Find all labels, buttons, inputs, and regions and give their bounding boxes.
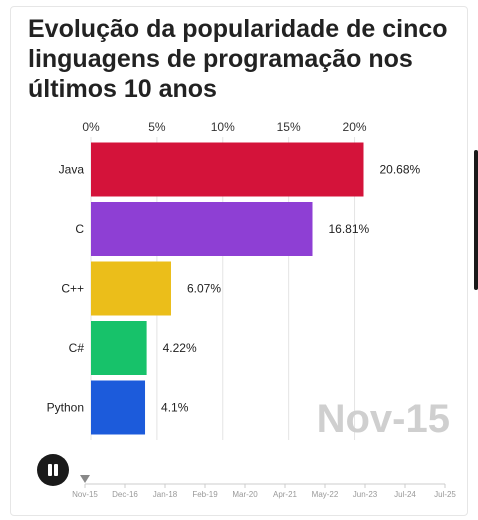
chart-title: Evolução da popularidade de cinco lingua… bbox=[28, 15, 448, 103]
x-tick-label: 15% bbox=[277, 120, 301, 134]
pause-button[interactable] bbox=[37, 454, 69, 486]
window-edge-scrollbar[interactable] bbox=[474, 150, 478, 290]
category-label: C++ bbox=[61, 282, 84, 296]
timeline-label: Feb-19 bbox=[192, 490, 218, 499]
x-tick-label: 0% bbox=[82, 120, 100, 134]
timeline-label: Jul-25 bbox=[434, 490, 456, 499]
timeline-handle[interactable] bbox=[80, 475, 90, 483]
bar-c bbox=[91, 321, 147, 375]
category-label: C# bbox=[69, 341, 85, 355]
bar-c bbox=[91, 202, 313, 256]
bar-c bbox=[91, 261, 171, 316]
timeline-label: Apr-21 bbox=[273, 490, 298, 499]
x-tick-label: 5% bbox=[148, 120, 166, 134]
value-label: 4.1% bbox=[161, 401, 189, 415]
category-label: Python bbox=[47, 401, 84, 415]
timeline-label: Nov-15 bbox=[72, 490, 98, 499]
value-label: 6.07% bbox=[187, 282, 221, 296]
value-label: 16.81% bbox=[329, 222, 370, 236]
timeline-label: Jul-24 bbox=[394, 490, 416, 499]
timeline-label: May-22 bbox=[312, 490, 339, 499]
value-label: 4.22% bbox=[163, 341, 197, 355]
timeline-label: Dec-16 bbox=[112, 490, 138, 499]
x-tick-label: 10% bbox=[211, 120, 235, 134]
current-date-label: Nov-15 bbox=[317, 397, 450, 441]
timeline-label: Jun-23 bbox=[353, 490, 378, 499]
category-label: C bbox=[75, 222, 84, 236]
chart-card bbox=[10, 6, 468, 516]
bar-python bbox=[91, 380, 146, 435]
x-tick-label: 20% bbox=[343, 120, 367, 134]
timeline-label: Jan-18 bbox=[153, 490, 178, 499]
value-label: 20.68% bbox=[380, 163, 421, 177]
timeline-label: Mar-20 bbox=[232, 490, 258, 499]
bar-java bbox=[91, 142, 364, 197]
category-label: Java bbox=[59, 163, 85, 177]
